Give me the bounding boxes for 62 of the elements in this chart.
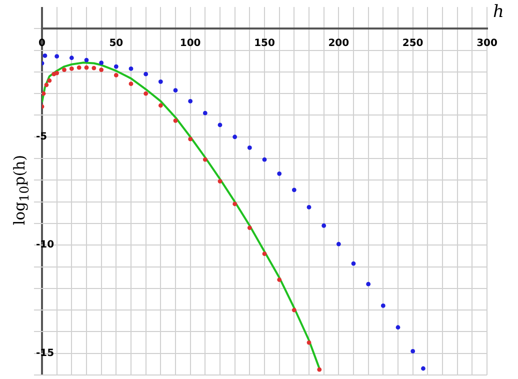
point: [99, 68, 104, 72]
point: [292, 308, 296, 312]
point: [317, 367, 322, 372]
point: [277, 171, 282, 176]
point: [173, 88, 178, 93]
point: [158, 103, 163, 108]
point: [92, 66, 96, 70]
point: [76, 65, 82, 70]
y-tick-label: -5: [36, 131, 48, 142]
point: [262, 157, 267, 162]
x-tick-label: 150: [254, 38, 275, 50]
point: [336, 242, 341, 246]
point: [277, 278, 282, 282]
point: [421, 366, 426, 371]
point: [247, 146, 252, 150]
point: [232, 202, 238, 206]
point: [62, 68, 66, 72]
point: [188, 136, 193, 142]
y-tick-label: -15: [36, 348, 54, 359]
point: [232, 134, 238, 140]
point: [218, 122, 222, 128]
point: [396, 325, 400, 330]
point: [173, 118, 178, 123]
point: [128, 66, 134, 71]
point: [351, 261, 356, 266]
point: [42, 54, 48, 58]
point: [84, 65, 89, 70]
point: [114, 72, 118, 78]
point: [366, 282, 371, 286]
point: [262, 252, 267, 256]
point: [128, 82, 134, 86]
point: [202, 110, 208, 116]
point: [158, 79, 163, 84]
point: [144, 72, 148, 76]
point: [380, 304, 386, 308]
point: [247, 226, 252, 230]
point: [322, 223, 326, 228]
point: [144, 91, 148, 96]
point: [114, 64, 118, 69]
point: [306, 205, 312, 210]
y-tick-label: -10: [36, 240, 54, 251]
point: [69, 66, 74, 71]
point: [54, 70, 60, 76]
point: [99, 60, 104, 66]
point: [188, 98, 193, 104]
point: [202, 157, 208, 162]
point: [84, 58, 89, 62]
point: [54, 54, 60, 59]
x-tick-label: 100: [180, 38, 201, 50]
x-tick-label: 200: [328, 38, 350, 50]
point: [44, 82, 49, 88]
point: [42, 91, 46, 96]
x-axis-title: h: [493, 2, 504, 22]
x-tick-label: 50: [109, 38, 124, 50]
x-tick-label: 300: [476, 38, 498, 50]
point: [410, 348, 416, 354]
x-tick-label: 250: [402, 38, 424, 50]
point: [218, 179, 222, 184]
point: [306, 340, 312, 345]
point: [69, 56, 74, 60]
point: [47, 78, 52, 83]
point: [292, 188, 296, 192]
